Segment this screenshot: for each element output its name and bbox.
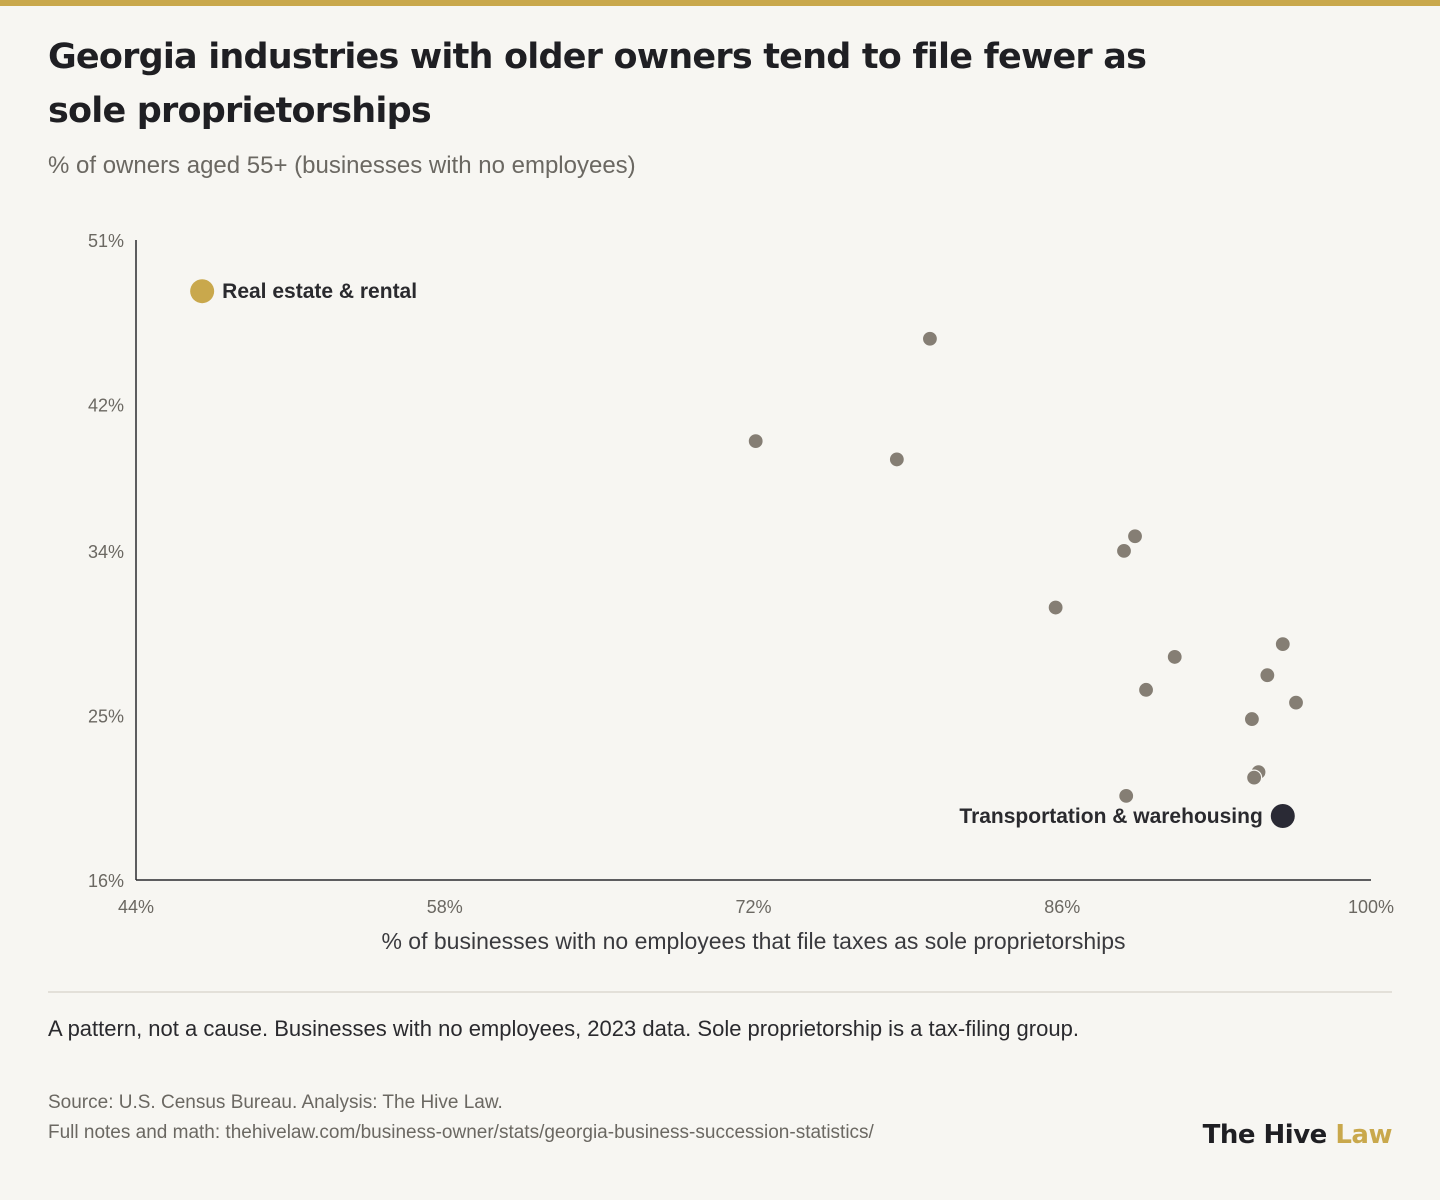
brand-logo: The Hive Law [1202,1120,1393,1150]
data-point [1115,542,1133,559]
point-label: Real estate & rental [222,280,417,303]
notes-link-line: Full notes and math: thehivelaw.com/busi… [48,1122,874,1143]
top-accent-bar [0,0,1440,6]
chart-title: Georgia industries with older owners ten… [48,37,1147,131]
point-label: Transportation & warehousing [959,805,1262,828]
highlight-point-transportation [1270,804,1295,828]
highlight-point-real-estate [190,279,215,304]
x-tick-label: 86% [1044,897,1080,917]
source-block: Source: U.S. Census Bureau. Analysis: Th… [48,1088,1168,1148]
y-tick-label: 42% [88,396,124,416]
data-point [1126,528,1144,545]
data-point [1166,648,1183,666]
y-tick-label: 34% [88,542,124,562]
data-point [1243,710,1261,728]
x-tick-label: 44% [118,897,154,917]
y-tick-label: 16% [88,871,124,891]
data-point [1118,787,1135,804]
x-axis-title: % of businesses with no employees that f… [381,928,1126,954]
footer-divider [48,991,1392,993]
chart-subtitle: % of owners aged 55+ (businesses with no… [48,152,636,179]
footer-note: A pattern, not a cause. Businesses with … [48,1016,1079,1041]
data-point [888,451,905,468]
brand-name: The Hive [1202,1120,1336,1150]
y-tick-label: 25% [88,706,124,726]
data-point [1274,636,1291,653]
data-point [1287,694,1305,711]
data-point [1047,599,1064,616]
data-point [921,330,939,347]
brand-name-accent: Law [1335,1120,1392,1150]
data-point [747,433,764,450]
y-tick-label: 51% [88,231,124,251]
x-tick-label: 72% [735,897,771,917]
data-point [1246,769,1263,786]
data-point [1259,667,1276,684]
data-point [1137,681,1155,698]
source-line: Source: U.S. Census Bureau. Analysis: Th… [48,1092,503,1113]
x-tick-label: 100% [1348,897,1394,917]
scatter-chart: 16% 25% 34% 42% 51% 44% 58% 72% 86% 100% Real est… [88,231,1394,917]
x-tick-label: 58% [427,897,463,917]
